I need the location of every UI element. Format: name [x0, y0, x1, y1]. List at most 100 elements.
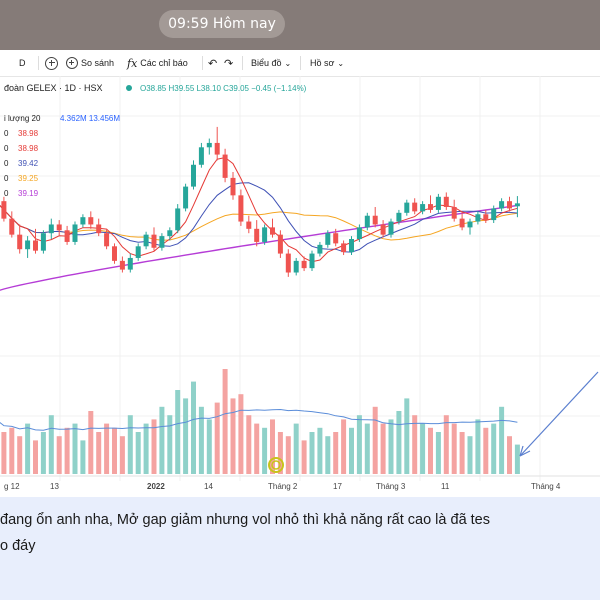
indicators-button[interactable]: fx Các chỉ báo	[127, 50, 188, 76]
legend: đoàn GELEX · 1D · HSX O38.85 H39.55 L38.…	[4, 83, 307, 198]
indicators-label: Các chỉ báo	[140, 58, 188, 68]
candle-body	[277, 234, 283, 254]
x-axis-label: Tháng 4	[531, 482, 561, 491]
volume-bar	[191, 381, 196, 474]
volume-bar	[443, 415, 449, 474]
volume-bar	[499, 406, 505, 474]
undo-button[interactable]: ↶	[208, 50, 217, 76]
candle-body	[388, 221, 394, 235]
volume-bar	[372, 406, 378, 474]
divider	[300, 56, 301, 70]
volume-bar	[475, 419, 481, 474]
candle-body	[254, 228, 260, 242]
candle-body	[238, 195, 244, 222]
candle-body	[80, 217, 86, 225]
volume-bar	[396, 411, 402, 474]
volume-bar	[317, 427, 323, 474]
redo-button[interactable]: ↷	[224, 50, 233, 76]
legend-ma-rows: 0 38.98 0 38.98 0 39.42 0 39.25 0 39.19	[4, 129, 39, 198]
time-pill: 09:59 Hôm nay	[159, 10, 285, 38]
grid	[0, 76, 600, 481]
add-symbol-button[interactable]	[45, 50, 58, 76]
volume-bar	[333, 432, 339, 474]
volume-bar	[80, 440, 86, 474]
volume-bar	[507, 436, 512, 474]
candle-body	[270, 227, 275, 235]
volume-bar	[246, 415, 252, 474]
volume-bar	[1, 432, 7, 474]
candle-body	[372, 215, 378, 225]
candle-body	[246, 221, 252, 229]
volume-bar	[198, 406, 204, 474]
volume-bar	[127, 415, 133, 474]
status-dot-icon	[126, 85, 132, 91]
profile-menu-button[interactable]: Hồ sơ ⌄	[310, 50, 344, 76]
x-axis-label: 14	[204, 482, 213, 491]
candlestick-chart[interactable]: đoàn GELEX · 1D · HSX O38.85 H39.55 L38.…	[0, 76, 600, 496]
volume-bar	[112, 427, 117, 474]
candle-body	[325, 233, 331, 245]
legend-ma-prefix: 0	[4, 144, 9, 153]
candle-body	[475, 214, 481, 222]
chevron-down-icon: ⌄	[284, 58, 292, 68]
candle-body	[230, 177, 236, 196]
chevron-down-icon: ⌄	[337, 58, 345, 68]
candle-body	[56, 224, 62, 231]
candle-body	[25, 240, 31, 250]
candle-body	[420, 204, 426, 212]
compare-label: So sánh	[81, 58, 115, 68]
candle-body	[96, 224, 102, 234]
candle-body	[443, 196, 449, 207]
x-axis: g 12 13 2022 14 Tháng 2 17 Tháng 3 11 Tháng 4	[0, 475, 600, 491]
ma-long-line	[0, 204, 518, 291]
volume-bar	[143, 423, 149, 474]
volume-bar	[167, 415, 173, 474]
legend-ma-prefix: 0	[4, 129, 9, 138]
volume-bar	[206, 419, 212, 474]
volume-bar	[412, 415, 418, 474]
volume-bars	[1, 369, 520, 474]
candle-body	[135, 246, 141, 258]
volume-bar	[277, 432, 283, 474]
candle-body	[356, 227, 362, 240]
arrowhead-icon	[519, 445, 531, 457]
volume-bar	[25, 423, 31, 474]
volume-bar	[88, 411, 94, 474]
candle-body	[64, 230, 70, 242]
candle-body	[499, 201, 505, 209]
volume-bar	[404, 398, 410, 474]
x-axis-label: 17	[333, 482, 342, 491]
legend-ma-value: 39.25	[18, 174, 39, 183]
candle-body	[112, 246, 117, 261]
divider	[202, 56, 203, 70]
volume-bar	[420, 423, 426, 474]
volume-bar	[451, 423, 457, 474]
candle-body	[404, 202, 410, 213]
volume-bar	[459, 432, 465, 474]
volume-bar	[380, 423, 386, 474]
candle-body	[214, 142, 220, 155]
volume-ma-line	[0, 408, 518, 431]
caption-line-2: o đáy	[0, 538, 36, 554]
ma-mid-line	[0, 182, 518, 253]
candle-body	[262, 227, 268, 242]
interval-button[interactable]: D	[19, 50, 26, 76]
candle-body	[9, 218, 15, 235]
candle-body	[467, 221, 473, 228]
volume-bar	[309, 432, 315, 474]
volume-bar	[230, 398, 236, 474]
volume-bar	[96, 432, 102, 474]
volume-bar	[270, 419, 275, 474]
chart-menu-button[interactable]: Biểu đồ ⌄	[251, 50, 291, 76]
volume-bar	[388, 419, 394, 474]
ma-slow-line	[0, 204, 518, 241]
volume-bar	[483, 427, 489, 474]
candle-body	[514, 203, 520, 207]
compare-icon	[66, 57, 78, 69]
candle-body	[507, 201, 512, 209]
volume-bar	[435, 432, 441, 474]
candle-body	[435, 196, 441, 210]
compare-button[interactable]: So sánh	[66, 50, 114, 76]
volume-bar	[514, 444, 520, 474]
volume-bar	[151, 419, 157, 474]
